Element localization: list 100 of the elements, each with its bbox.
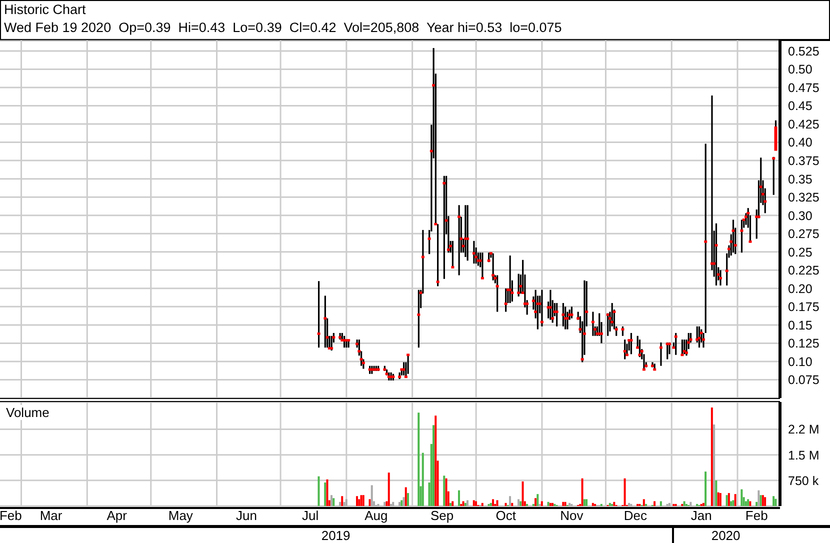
y-tick-label: 1.5 M (788, 448, 820, 462)
candlestick (324, 294, 327, 348)
candlestick (508, 254, 512, 304)
bar (740, 489, 743, 506)
bar (772, 496, 775, 506)
candlestick (317, 280, 320, 348)
y-tick-label: 0.35 (788, 172, 812, 186)
candlestick (659, 342, 662, 367)
bar (511, 502, 514, 506)
bar (568, 502, 571, 506)
bar (536, 494, 539, 506)
bar (492, 499, 494, 506)
bar (719, 493, 722, 506)
bar (466, 500, 469, 506)
bar (522, 481, 524, 506)
bar (628, 502, 630, 506)
bar (388, 472, 390, 506)
bar (490, 502, 492, 506)
bar (472, 500, 475, 506)
bar (434, 416, 437, 506)
candlestick (744, 212, 748, 226)
y-tick-label: 2.2 M (788, 422, 820, 437)
candlestick (638, 338, 642, 358)
y-tick-label: 0.475 (788, 80, 820, 95)
bar (443, 476, 446, 506)
bar (710, 407, 713, 506)
x-tick-label: Oct (496, 508, 516, 524)
y-tick-label: 0.125 (788, 336, 820, 351)
text: 2020 (711, 528, 740, 543)
candlestick (698, 326, 701, 348)
bar (400, 500, 403, 506)
bar (744, 501, 747, 506)
x-tick-label: Nov (560, 508, 584, 524)
bar (702, 502, 704, 506)
bar (496, 500, 498, 506)
candlestick (406, 353, 410, 375)
bar (562, 502, 564, 506)
bar (690, 502, 692, 506)
bar (581, 478, 584, 506)
candlestick (548, 289, 552, 321)
bar (704, 472, 707, 506)
bar (324, 482, 326, 506)
bar (715, 480, 718, 506)
candlestick (562, 302, 565, 328)
y-tick-label: 0.375 (788, 154, 820, 168)
candlestick (772, 156, 776, 196)
bar (360, 495, 362, 506)
y-tick-label: 0.325 (788, 190, 820, 205)
bar (774, 498, 777, 506)
bar (756, 502, 758, 506)
y-tick-label: 0.15 (788, 318, 812, 332)
bar (586, 499, 588, 506)
x-tick-label: Sep (430, 508, 454, 524)
y-tick-label: 0.20 (788, 282, 812, 296)
candlestick (570, 306, 574, 320)
candlestick (480, 252, 484, 280)
candlestick (555, 302, 558, 328)
bar (407, 493, 410, 506)
candlestick (674, 332, 678, 356)
bar (730, 501, 732, 506)
bar (445, 478, 448, 506)
candlestick (630, 332, 633, 355)
bar (358, 499, 360, 506)
bar (318, 476, 320, 506)
bar (654, 501, 656, 506)
bar (345, 499, 348, 506)
x-tick-label: Jul (302, 508, 319, 524)
bar (458, 490, 460, 506)
bar (370, 485, 373, 506)
y-tick-label: 0.50 (788, 62, 812, 77)
y-tick-label: 0.30 (788, 208, 812, 223)
bar (713, 424, 716, 506)
bar (534, 498, 537, 506)
bar (540, 501, 543, 506)
bar (564, 502, 566, 506)
bar (432, 425, 435, 506)
bar (509, 496, 512, 506)
bar (398, 502, 400, 506)
text: 2019 (321, 528, 350, 543)
bar (368, 499, 371, 506)
x-tick-label: Mar (40, 508, 63, 524)
bar (338, 502, 341, 506)
bar (343, 502, 346, 506)
bar (356, 496, 358, 506)
bar (683, 501, 686, 506)
x-tick-label: May (168, 508, 194, 524)
bar (764, 497, 766, 506)
x-tick-label: Dec (624, 508, 648, 524)
candlestick (451, 240, 454, 268)
candlestick (702, 332, 705, 348)
bar (404, 487, 407, 506)
candlestick (566, 310, 569, 330)
bar (326, 479, 328, 506)
chart-title: Historic Chart (4, 2, 86, 17)
y-tick-label: 750 k (788, 474, 820, 488)
candlestick (740, 218, 744, 254)
bar (732, 500, 734, 506)
x-tick-label: Aug (364, 508, 388, 524)
bar (734, 494, 736, 506)
bar (624, 478, 626, 506)
